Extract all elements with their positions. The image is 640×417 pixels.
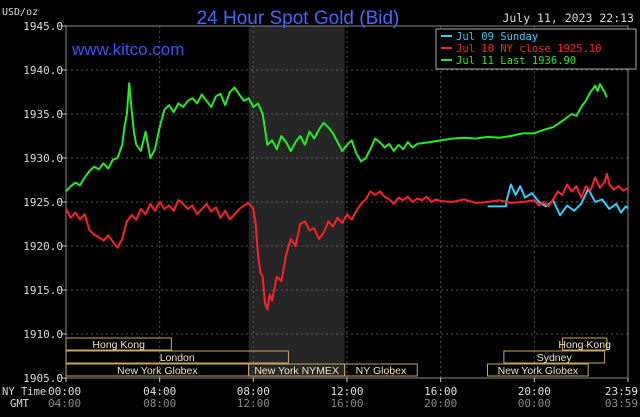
y-tick-label: 1915.0 (23, 284, 63, 297)
legend-label-jul09: Jul 09 Sunday (456, 31, 538, 43)
x-tick-label-gmt: 08:00 (143, 397, 176, 410)
session-label: Sydney (537, 352, 573, 364)
series-line-2 (65, 82, 608, 193)
session-label: New York NYMEX (254, 365, 339, 377)
session-bar (65, 350, 289, 364)
x-tick-label-ny: 16:00 (424, 385, 457, 398)
series-lines (65, 82, 629, 311)
session-bar (561, 337, 608, 351)
series-line-0 (487, 183, 629, 217)
chart-timestamp: July 11, 2023 22:13 (502, 11, 634, 25)
session-label: Hong Kong (92, 339, 145, 351)
x-tick-label-gmt: 20:00 (424, 397, 457, 410)
y-tick-label: 1910.0 (23, 328, 63, 341)
series-line-1 (65, 172, 629, 311)
session-label: Hong Kong (558, 339, 611, 351)
x-axis-ticks: 00:0004:0004:0008:0008:0012:0012:0016:00… (48, 378, 638, 410)
x-tick-label-gmt: 03:59 (605, 397, 638, 410)
y-unit-label: USD/oz (2, 7, 38, 18)
x-tick-label-gmt: 16:00 (330, 397, 363, 410)
session-bar (503, 350, 606, 364)
session-label: New York Globex (498, 365, 579, 377)
session-bar (65, 337, 172, 351)
session-label: NY Globex (356, 365, 407, 377)
x-row-label-gmt: GMT (10, 398, 30, 410)
y-tick-label: 1925.0 (23, 196, 63, 209)
x-tick-label-gmt: 04:00 (48, 397, 81, 410)
y-tick-label: 1935.0 (23, 108, 63, 121)
watermark-url: www.kitco.com (71, 40, 184, 59)
y-tick-label: 1930.0 (23, 152, 63, 165)
x-tick-label-ny: 12:00 (330, 385, 363, 398)
session-label: London (160, 352, 195, 364)
x-row-label-nytime: NY Time (2, 386, 46, 398)
y-tick-label: 1905.0 (23, 372, 63, 385)
y-tick-label: 1920.0 (23, 240, 63, 253)
x-tick-label-ny: 20:00 (518, 385, 551, 398)
session-bar (487, 363, 589, 377)
x-tick-label-ny: 00:00 (48, 385, 81, 398)
legend: Jul 09 Sunday Jul 10 NY close 1925.10 Ju… (435, 28, 637, 70)
legend-box (435, 28, 637, 70)
y-axis-ticks: 1905.0 1910.0 1915.0 1920.0 1925.0 1930.0 1935… (23, 20, 66, 385)
x-tick-label-ny: 08:00 (237, 385, 270, 398)
chart-title: 24 Hour Spot Gold (Bid) (197, 8, 400, 29)
x-tick-label-ny: 23:59 (605, 385, 638, 398)
legend-label-jul10: Jul 10 NY close 1925.10 (456, 43, 601, 55)
y-tick-label: 1940.0 (23, 64, 63, 77)
x-tick-label-gmt: 12:00 (237, 397, 270, 410)
x-tick-label-ny: 04:00 (143, 385, 176, 398)
session-bar (344, 363, 418, 377)
legend-label-jul11: Jul 11 Last 1936.90 (456, 55, 576, 67)
session-label: New York Globex (117, 365, 198, 377)
y-tick-label: 1945.0 (23, 20, 63, 33)
x-tick-label-gmt: 00:00 (518, 397, 551, 410)
